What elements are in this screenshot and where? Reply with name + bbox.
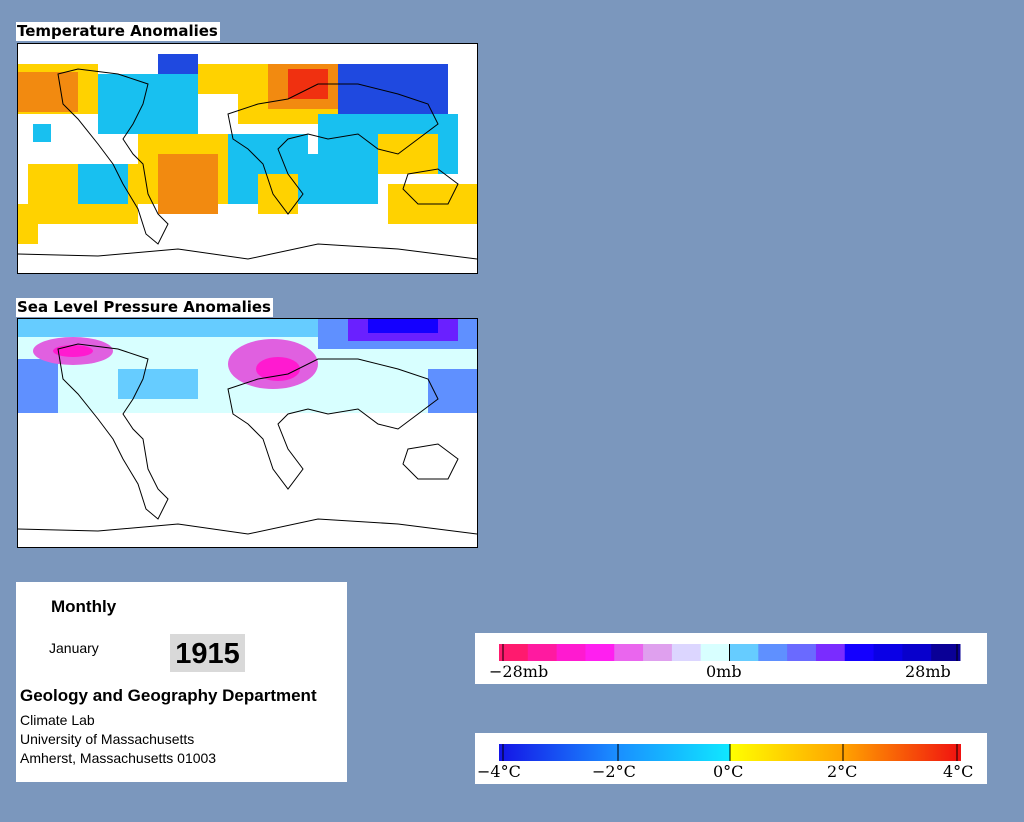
temperature-label-zero: 0°C [713,762,744,781]
pressure-label-zero: 0mb [706,662,742,681]
temperature-anomaly-field [18,54,477,244]
temperature-label-2: 2°C [827,762,858,781]
coastlines [18,68,477,260]
pressure-colorbar: −28mb 0mb 28mb [475,633,987,684]
pressure-swatch [643,644,673,661]
pressure-panel-title: Sea Level Pressure Anomalies [16,298,273,317]
pressure-label-max: 28mb [905,662,951,681]
pressure-swatch [585,644,615,661]
temperature-label-4: 4°C [943,762,974,781]
pressure-colorbar-graphic [499,644,961,661]
lab-name: Climate Lab [20,712,95,728]
pressure-anomaly-map [17,318,478,548]
pressure-label-min: −28mb [489,662,549,681]
temperature-colorbar: −4°C −2°C 0°C 2°C 4°C [475,733,987,784]
temperature-anomaly-map [17,43,478,274]
year-display: 1915 [170,634,245,672]
temperature-panel-title: Temperature Anomalies [16,22,220,41]
temperature-label-minus2: −2°C [592,762,636,781]
pressure-swatch [671,644,702,661]
pressure-swatch [614,644,644,661]
temperature-label-minus4: −4°C [477,762,521,781]
university-name: University of Massachusetts [20,731,195,747]
pressure-swatch [815,644,846,661]
coastlines [18,343,477,535]
temperature-map-graphic [18,54,477,260]
pressure-swatch [700,644,730,661]
temperature-colorbar-graphic [499,744,961,761]
period-heading: Monthly [51,597,117,616]
pressure-swatch [931,644,961,661]
pressure-swatch [902,644,932,661]
pressure-swatch [787,644,817,661]
pressure-swatch [844,644,875,661]
pressure-swatch [729,644,759,661]
info-box: Monthly January 1915 Geology and Geograp… [16,582,347,782]
pressure-swatch [758,644,788,661]
month-label: January [49,640,99,656]
pressure-swatch [527,644,558,661]
pressure-swatch [499,644,529,661]
department-name: Geology and Geography Department [20,686,317,705]
pressure-swatch [873,644,903,661]
pressure-anomaly-field [18,319,477,413]
pressure-swatch [556,644,586,661]
pressure-map-graphic [18,319,477,535]
address: Amherst, Massachusetts 01003 [20,750,217,766]
